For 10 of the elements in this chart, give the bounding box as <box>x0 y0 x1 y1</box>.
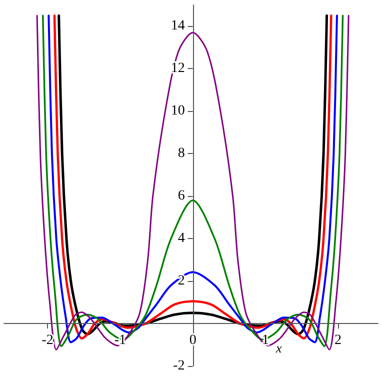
x-axis-title: x <box>274 340 282 356</box>
x-tick-label: -2 <box>42 333 54 348</box>
y-tick-label: -2 <box>173 358 185 374</box>
y-tick-label: 10 <box>170 104 185 119</box>
y-tick-label: 4 <box>178 231 185 246</box>
y-tick-label: 14 <box>170 18 185 34</box>
y-tick-label: 2 <box>178 274 185 289</box>
y-tick-label: 6 <box>178 188 185 204</box>
x-tick-label: 2 <box>334 333 342 348</box>
y-tick-label: 8 <box>178 146 185 162</box>
